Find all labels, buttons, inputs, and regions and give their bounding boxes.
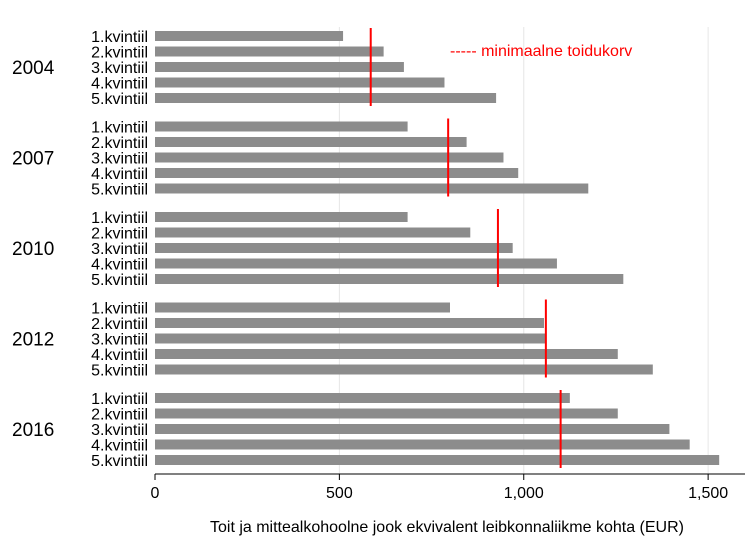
category-label: 1.kvintiil xyxy=(91,391,148,408)
x-tick-label: 1,000 xyxy=(504,485,544,502)
bar xyxy=(155,31,344,41)
bar xyxy=(155,424,670,434)
category-label: 3.kvintiil xyxy=(91,151,148,168)
category-label: 2.kvintiil xyxy=(91,45,148,62)
category-label: 4.kvintiil xyxy=(91,438,148,455)
bar xyxy=(155,243,513,253)
category-label: 3.kvintiil xyxy=(91,60,148,77)
category-label: 1.kvintiil xyxy=(91,210,148,227)
category-label: 5.kvintiil xyxy=(91,272,148,289)
x-axis-title: Toit ja mittealkohoolne jook ekvivalent … xyxy=(210,519,684,536)
bar xyxy=(155,393,570,403)
bar xyxy=(155,274,624,284)
bar xyxy=(155,62,404,72)
category-label: 5.kvintiil xyxy=(91,453,148,470)
bar xyxy=(155,258,557,269)
bar xyxy=(155,152,504,163)
bar xyxy=(155,364,653,375)
bar xyxy=(155,333,546,344)
bar xyxy=(155,183,589,194)
x-tick-label: 1,500 xyxy=(688,485,728,502)
category-label: 4.kvintiil xyxy=(91,76,148,93)
category-label: 2.kvintiil xyxy=(91,226,148,243)
category-labels: 1.kvintiil2.kvintiil3.kvintiil4.kvintiil… xyxy=(12,29,148,470)
category-label: 2.kvintiil xyxy=(91,316,148,333)
bar xyxy=(155,168,519,178)
year-label: 2007 xyxy=(12,149,54,170)
category-label: 5.kvintiil xyxy=(91,182,148,199)
category-label: 3.kvintiil xyxy=(91,241,148,258)
x-tick-label: 500 xyxy=(326,485,353,502)
category-label: 2.kvintiil xyxy=(91,407,148,424)
year-label: 2012 xyxy=(12,330,54,351)
year-label: 2004 xyxy=(12,58,55,79)
category-label: 1.kvintiil xyxy=(91,120,148,137)
x-axis: 0 500 1,000 1,500 xyxy=(151,473,745,502)
year-label: 2016 xyxy=(12,420,54,441)
category-label: 4.kvintiil xyxy=(91,347,148,364)
category-label: 2.kvintiil xyxy=(91,135,148,152)
category-label: 3.kvintiil xyxy=(91,332,148,349)
bar xyxy=(155,77,445,88)
category-label: 3.kvintiil xyxy=(91,422,148,439)
bar xyxy=(155,408,618,419)
category-label: 4.kvintiil xyxy=(91,257,148,274)
bar xyxy=(155,318,545,328)
category-label: 5.kvintiil xyxy=(91,363,148,380)
bar xyxy=(155,137,467,147)
bars-layer xyxy=(155,31,720,465)
reference-lines xyxy=(369,28,562,468)
bar xyxy=(155,439,690,450)
bar xyxy=(155,46,384,57)
bar xyxy=(155,227,471,238)
year-label: 2010 xyxy=(12,239,54,260)
bar xyxy=(155,455,720,465)
bar xyxy=(155,121,408,132)
category-label: 1.kvintiil xyxy=(91,301,148,318)
legend: ----- minimaalne toidukorv xyxy=(450,43,632,60)
bar xyxy=(155,302,450,313)
category-label: 5.kvintiil xyxy=(91,91,148,108)
legend-entry: ----- minimaalne toidukorv xyxy=(450,43,632,60)
category-label: 4.kvintiil xyxy=(91,166,148,183)
bar xyxy=(155,212,408,222)
x-tick-label: 0 xyxy=(151,485,160,502)
bar xyxy=(155,349,618,359)
category-label: 1.kvintiil xyxy=(91,29,148,46)
bar xyxy=(155,93,497,103)
